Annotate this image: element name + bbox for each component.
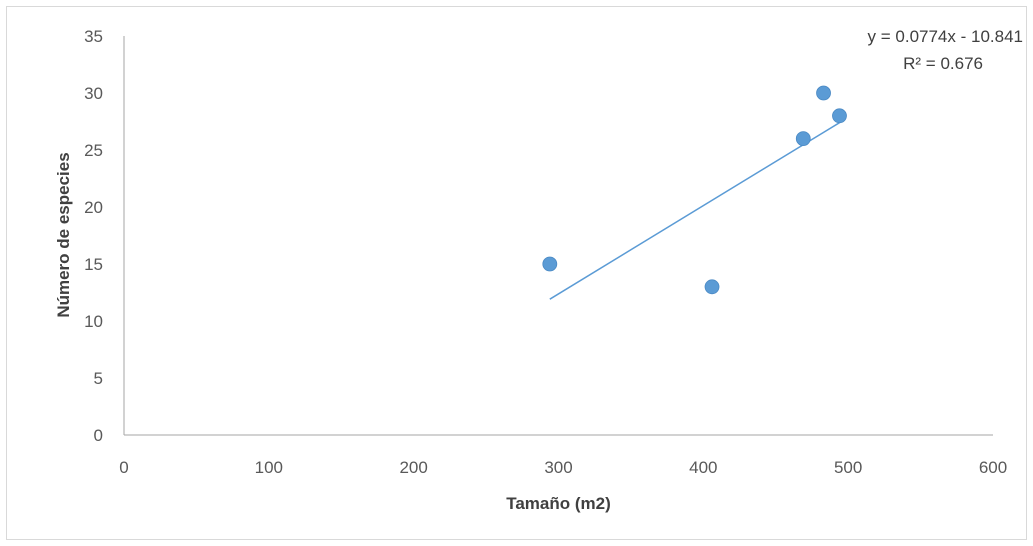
trendline [549,122,840,300]
x-tick-label: 0 [119,458,128,477]
x-tick-label: 400 [689,458,717,477]
x-tick-label: 500 [834,458,862,477]
y-tick-label: 35 [84,27,103,46]
x-tick-label: 300 [544,458,572,477]
chart-area [6,6,1027,540]
data-point [542,256,558,272]
data-point [832,108,847,124]
axes [123,36,993,436]
x-tick-labels: 0 100 200 300 400 500 600 [119,458,1007,477]
x-tick-label: 600 [979,458,1007,477]
y-tick-label: 20 [84,198,103,217]
y-tick-label: 0 [94,426,103,445]
y-tick-label: 15 [84,255,103,274]
y-tick-label: 10 [84,312,103,331]
y-tick-label: 25 [84,141,103,160]
data-points [542,85,847,295]
trendline-equation: y = 0.0774x - 10.841 [868,27,1023,46]
y-tick-labels: 0 5 10 15 20 25 30 35 [84,27,103,445]
y-tick-label: 30 [84,84,103,103]
y-axis-title: Número de especies [54,152,73,317]
x-tick-label: 200 [399,458,427,477]
data-point [704,279,720,295]
x-axis-title: Tamaño (m2) [506,494,611,513]
trendline-r2: R² = 0.676 [903,54,983,73]
data-point [816,85,831,101]
x-tick-label: 100 [255,458,283,477]
data-point [795,131,811,147]
y-tick-label: 5 [94,369,103,388]
